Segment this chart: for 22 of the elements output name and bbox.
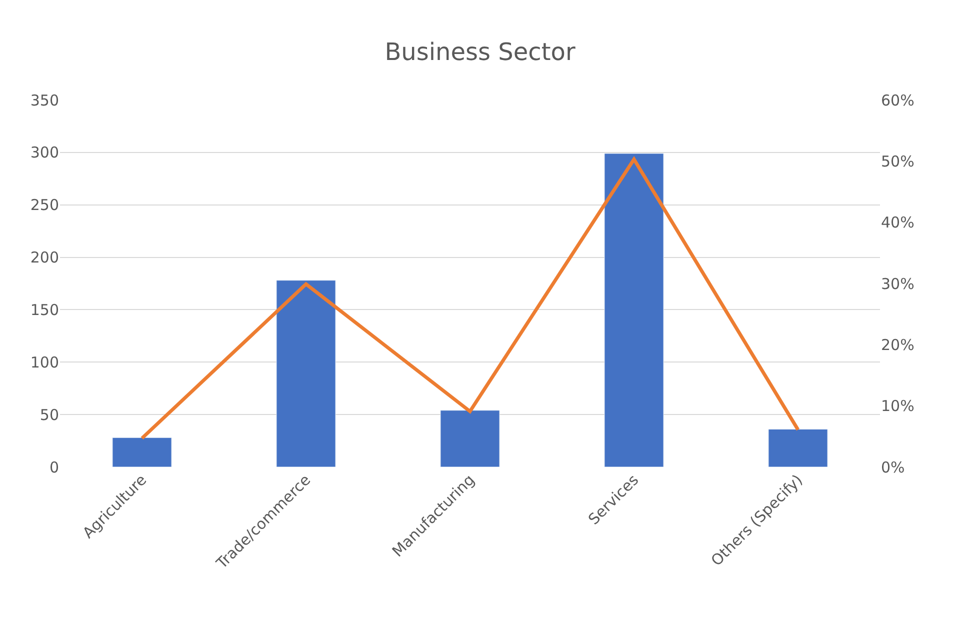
y2-tick-label: 10% <box>881 397 914 416</box>
bar <box>604 153 664 467</box>
y-tick-label: 150 <box>30 300 59 319</box>
line-series <box>140 158 800 440</box>
bar <box>440 410 500 467</box>
bar <box>112 437 172 467</box>
chart-title: Business Sector <box>384 38 576 66</box>
y2-tick-label: 0% <box>881 458 905 476</box>
y2-tick-label: 40% <box>881 214 914 232</box>
y-tick-label: 350 <box>30 91 59 110</box>
y2-tick-label: 30% <box>881 274 914 293</box>
y-tick-label: 200 <box>30 248 59 267</box>
y-tick-label: 100 <box>30 353 59 372</box>
bar <box>768 429 828 467</box>
y-tick-label: 250 <box>30 196 59 214</box>
y-tick-label: 300 <box>30 144 59 162</box>
y-tick-label: 0 <box>49 458 59 476</box>
y-tick-label: 50 <box>40 406 59 424</box>
y2-tick-label: 60% <box>881 91 914 110</box>
y2-tick-label: 20% <box>881 336 914 354</box>
bar <box>276 280 336 467</box>
y2-tick-label: 50% <box>881 152 914 170</box>
